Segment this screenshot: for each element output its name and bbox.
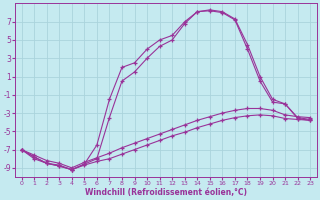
X-axis label: Windchill (Refroidissement éolien,°C): Windchill (Refroidissement éolien,°C) bbox=[85, 188, 247, 197]
